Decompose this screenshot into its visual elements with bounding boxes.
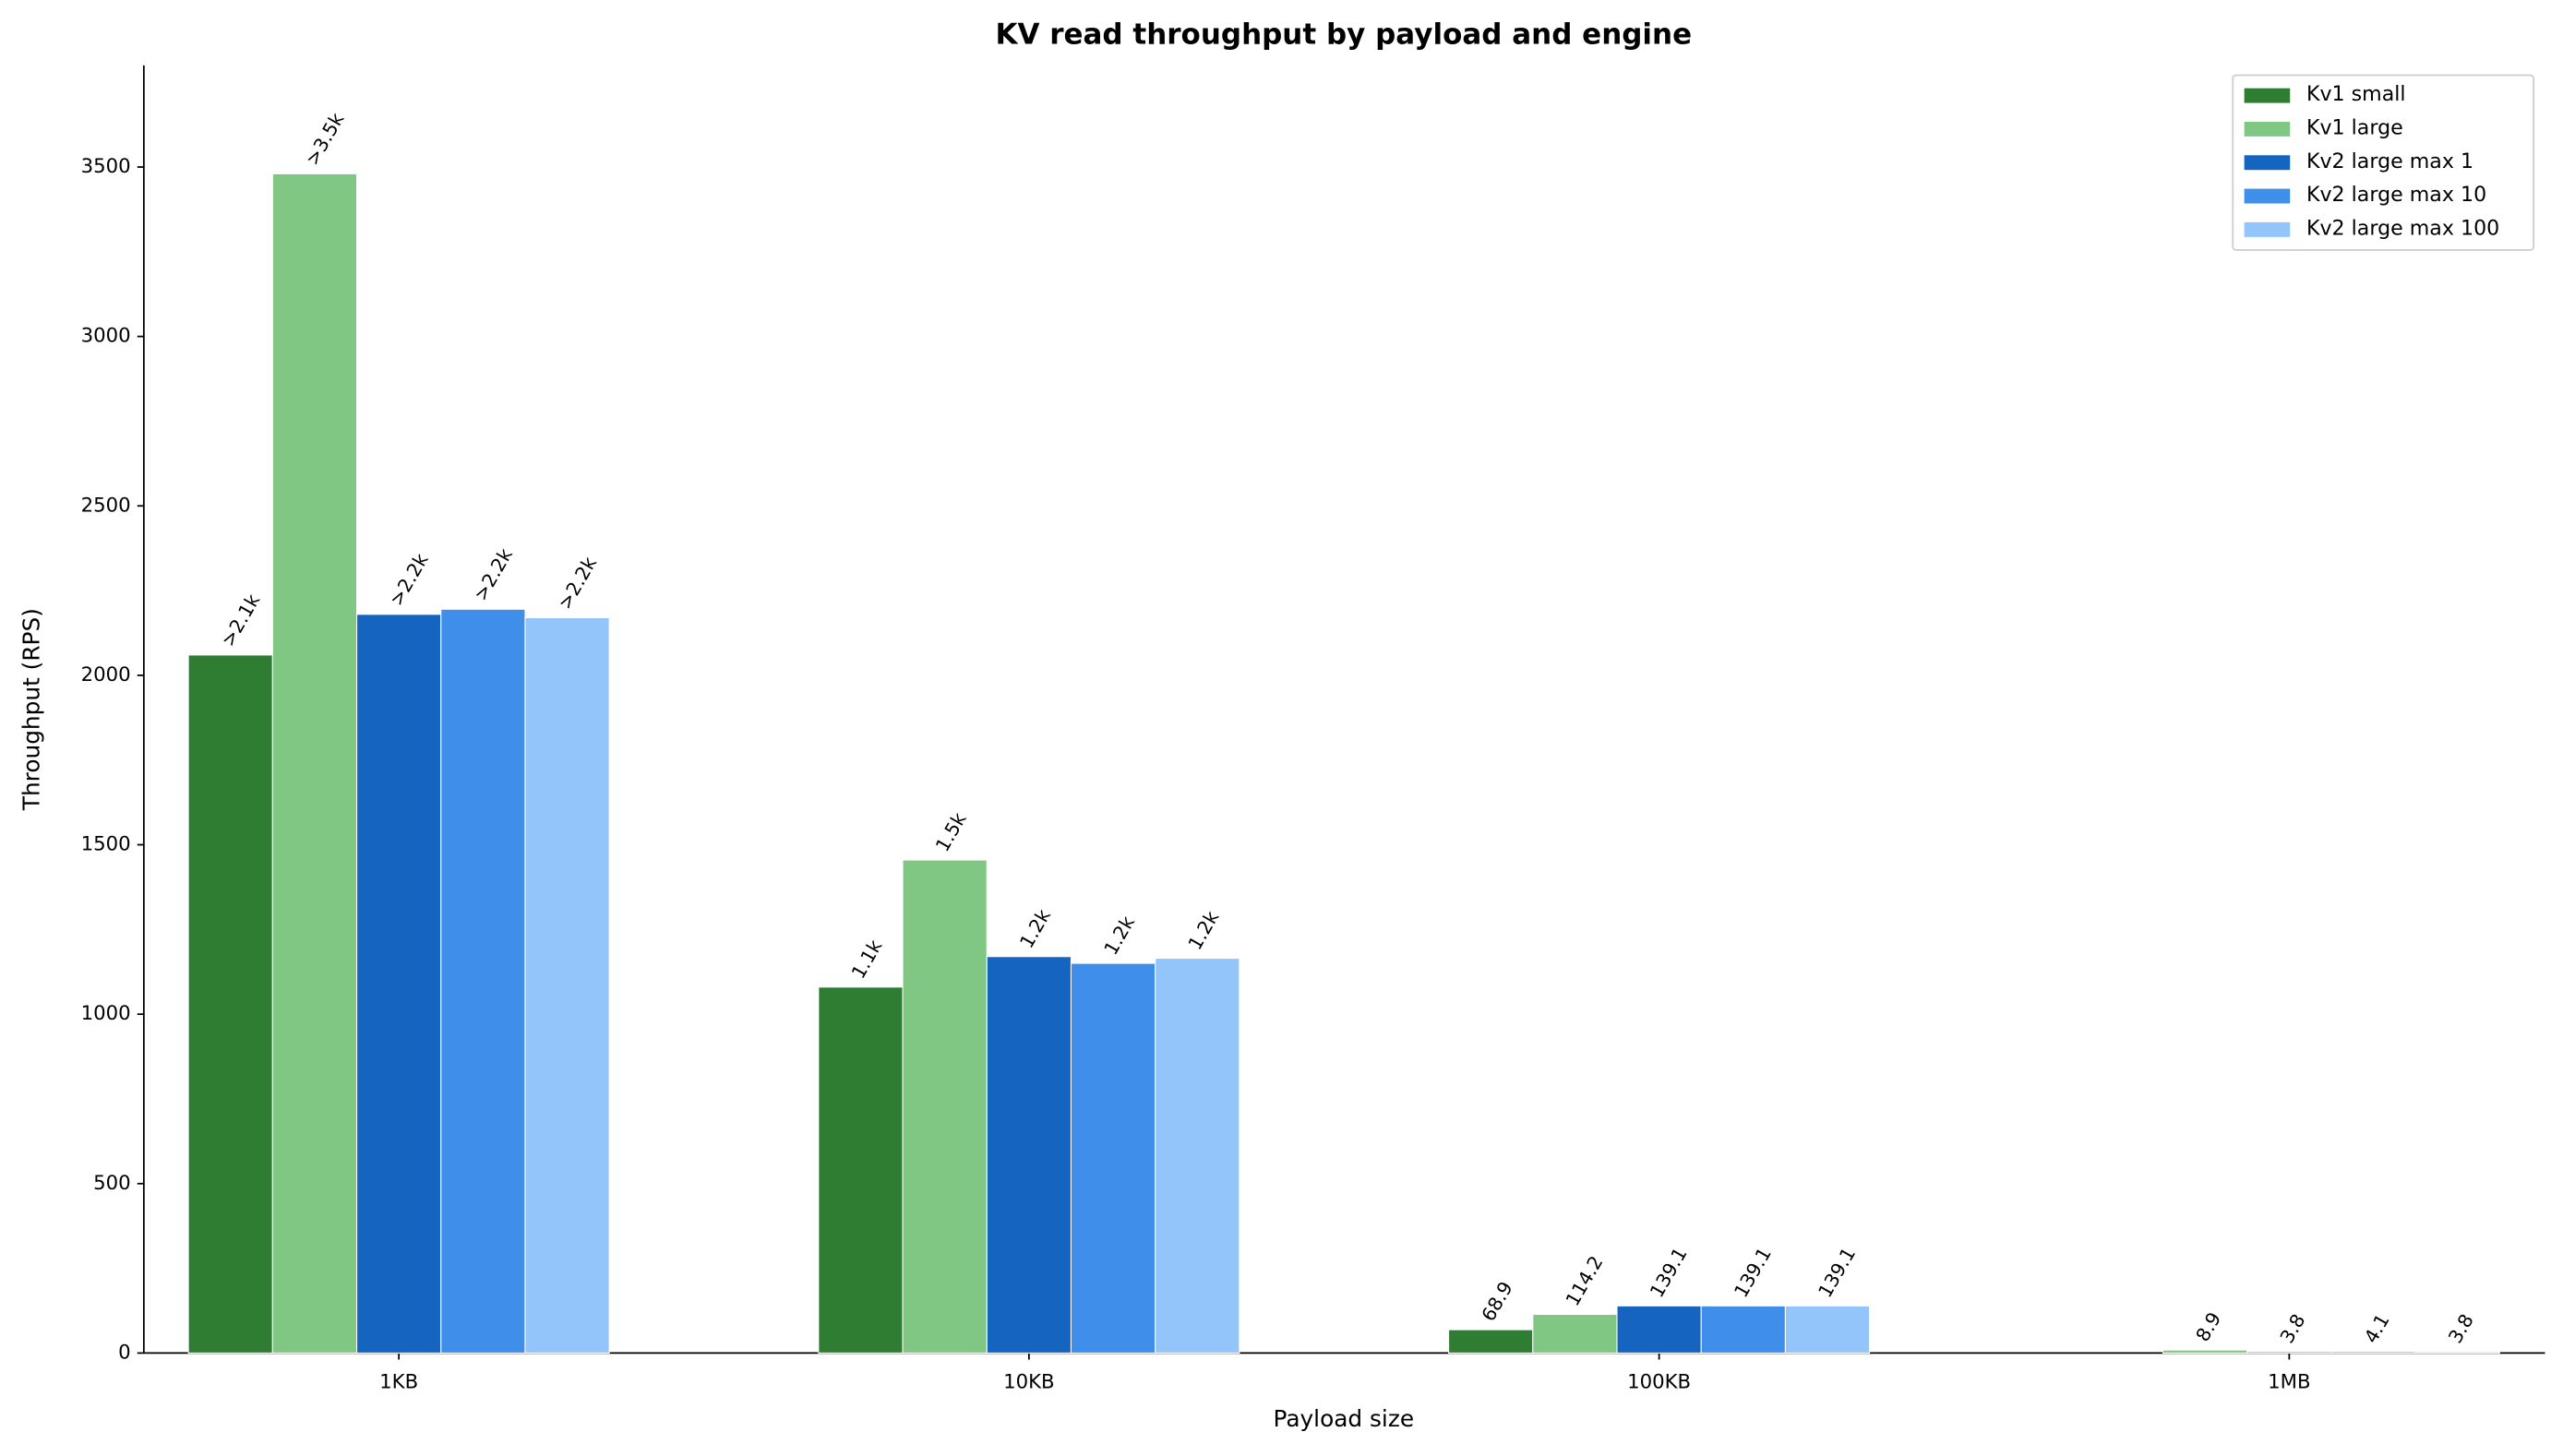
bar (1448, 1329, 1534, 1354)
bar (1616, 1305, 1702, 1354)
bar (1784, 1305, 1871, 1354)
bar (524, 616, 610, 1354)
bar (986, 956, 1072, 1354)
data-label: >2.2k (470, 544, 518, 604)
bar (2330, 1351, 2416, 1354)
data-label: >3.5k (301, 109, 349, 169)
y-tick-label: 0 (118, 1341, 131, 1364)
y-tick-label: 1000 (81, 1002, 131, 1025)
data-label: 1.2k (1099, 913, 1139, 959)
data-label: 1.5k (931, 809, 971, 855)
legend-label: Kv1 large (2306, 116, 2403, 140)
data-label: >2.2k (554, 553, 602, 613)
bar (1700, 1305, 1786, 1354)
data-label: 3.8 (2276, 1310, 2310, 1347)
bar (1070, 962, 1156, 1354)
legend-swatch (2244, 221, 2291, 237)
legend-label: Kv2 large max 1 (2306, 149, 2473, 173)
bar (356, 614, 442, 1354)
data-label: 1.2k (1015, 905, 1055, 951)
bar (2246, 1351, 2332, 1354)
y-axis-label: Throughput (RPS) (18, 608, 44, 811)
bar (187, 654, 273, 1354)
y-tick-label: 3000 (81, 325, 131, 348)
legend-label: Kv1 small (2306, 82, 2406, 106)
legend-swatch (2244, 121, 2291, 137)
x-tick-label: 10KB (1003, 1370, 1055, 1393)
data-label: 114.2 (1562, 1252, 1608, 1309)
data-label: 4.1 (2360, 1310, 2394, 1347)
legend-swatch (2244, 188, 2291, 204)
bar (440, 608, 526, 1354)
y-tick-label: 3500 (81, 155, 131, 178)
data-label: 139.1 (1646, 1244, 1692, 1301)
bar (271, 173, 358, 1354)
data-label: 139.1 (1730, 1244, 1776, 1301)
legend (2232, 74, 2535, 251)
bar (818, 986, 904, 1354)
bar (2162, 1349, 2248, 1354)
data-label: 1.1k (847, 936, 887, 982)
x-axis-label: Payload size (1274, 1405, 1415, 1432)
x-tick-label: 1KB (379, 1370, 418, 1393)
bar (902, 859, 988, 1354)
data-label: >2.2k (385, 549, 433, 609)
bar (2414, 1351, 2500, 1354)
legend-swatch (2244, 155, 2291, 171)
data-label: 139.1 (1814, 1244, 1860, 1301)
y-tick-label: 2000 (81, 663, 131, 686)
bar (1155, 958, 1240, 1354)
x-tick-label: 1MB (2268, 1370, 2310, 1393)
data-label: 3.8 (2444, 1310, 2478, 1347)
x-tick-label: 100KB (1627, 1370, 1691, 1393)
data-label: 68.9 (1477, 1278, 1516, 1325)
legend-label: Kv2 large max 100 (2306, 216, 2499, 240)
data-label: 1.2k (1183, 907, 1223, 953)
legend-swatch (2244, 88, 2291, 103)
y-tick-label: 500 (93, 1172, 131, 1195)
data-label: 8.9 (2191, 1308, 2225, 1345)
y-tick-label: 2500 (81, 494, 131, 517)
legend-label: Kv2 large max 10 (2306, 183, 2486, 207)
y-tick-label: 1500 (81, 833, 131, 856)
bar (1532, 1313, 1618, 1354)
data-label: >2.1k (217, 591, 265, 650)
chart-title: KV read throughput by payload and engine (995, 18, 1692, 51)
